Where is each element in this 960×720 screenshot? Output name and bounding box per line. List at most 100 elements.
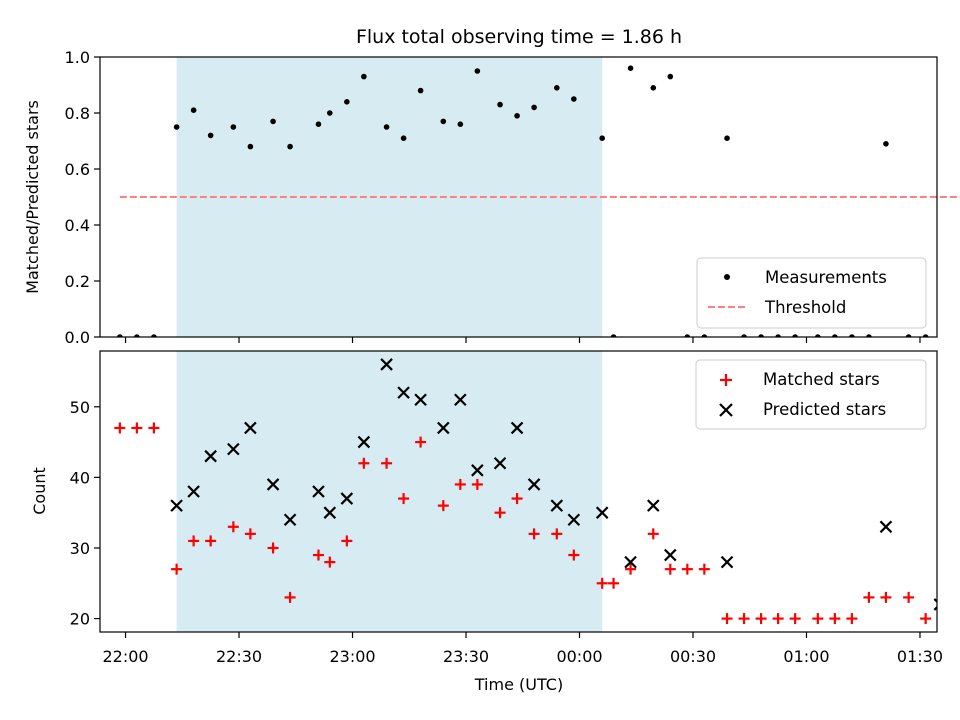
measurement-point [792,334,798,337]
predicted-star-point [414,393,427,406]
matched-star-point [284,591,296,603]
matched-star-point [131,422,143,434]
x-tick-label: 22:30 [216,647,262,666]
matched-star-point [267,542,279,554]
matched-star-point [415,436,427,448]
matched-star-point [772,613,784,625]
measurement-point [922,334,929,337]
matched-star-point [647,528,659,540]
measurement-point [832,334,838,337]
measurement-point [440,118,447,125]
matched-star-point [596,577,608,589]
ratio-y-tick-label: 0.4 [65,216,90,235]
matched-star-point [943,613,954,624]
ratio-legend-box [696,257,927,329]
measurement-point [650,85,657,91]
predicted-star-point [323,506,337,519]
matched-star-point [381,457,393,469]
measurement-point [775,334,781,337]
matched-star-point [437,500,449,512]
measurement-point [230,124,237,130]
x-tick-label: 01:30 [897,647,943,666]
observing-window-shade [176,351,603,632]
ratio-y-tick-label: 0.0 [65,328,90,347]
measurement-point [400,135,407,141]
matched-star-point [341,535,353,547]
predicted-star-point [510,421,524,435]
predicted-star-point [312,485,325,498]
predicted-star-point [567,513,581,527]
measurement-point [457,121,464,127]
matched-star-point [846,613,858,625]
predicted-star-point [646,499,660,512]
predicted-star-point [879,520,893,534]
predicted-star-point [595,506,609,519]
matched-star-point [358,457,370,469]
measurement-point [173,124,180,130]
measurement-point [207,132,214,139]
count-y-tick-label: 50 [70,398,90,417]
predicted-star-point [550,499,564,512]
matched-star-point [608,577,620,589]
ratio-panel-frame [99,56,938,338]
matched-star-point [721,613,733,625]
measurement-point [741,334,747,337]
ratio-legend: Measurements Threshold [696,257,927,329]
measurement-point [667,73,674,80]
predicted-legend-marker [719,403,733,417]
measurement-point [937,79,943,85]
matched-star-point [528,528,540,540]
predicted-star-point [380,358,393,371]
chart-title: Flux total observing time = 1.86 h [356,26,682,48]
count-panel-frame [99,350,938,633]
threshold-legend-label: Threshold [764,298,846,317]
predicted-star-point [471,464,484,477]
matched-star-point [698,563,710,575]
count-y-tick-label: 40 [70,468,90,487]
ratio-y-tick-label: 0.8 [65,104,90,123]
predicted-star-point [664,548,677,562]
matched-star-point [863,591,875,603]
matched-star-point [812,613,824,625]
predicted-star-point [227,442,240,456]
measurement-point [815,334,821,337]
matched-star-point [244,528,256,540]
ratio-y-tick-label: 0.6 [65,160,90,179]
matched-star-point [738,613,750,625]
count-panel: 20 30 40 50 22:00 22:30 23:00 23:30 00:00 00:30 0… [30,350,954,694]
measurement-point [627,65,634,71]
count-y-axis-label: Count [30,467,49,515]
x-tick-label: 22:00 [102,647,148,666]
measurement-point [190,107,197,113]
matched-star-point [681,563,693,575]
matched-star-point [664,563,676,575]
predicted-star-point [454,393,467,406]
measurement-point [554,85,560,91]
predicted-star-point [437,421,450,435]
predicted-star-point [397,386,410,399]
predicted-star-point [720,555,734,569]
matched-star-point [903,591,915,603]
matched-legend-label: Matched stars [763,370,880,389]
count-y-tick-label: 30 [70,539,90,558]
measurement-point [905,334,912,337]
measurement-point [684,334,691,337]
predicted-star-point [527,478,541,491]
predicted-star-point [357,435,371,449]
matched-star-point [205,535,217,547]
measurement-point [571,96,577,102]
predicted-star-point [624,555,637,569]
predicted-star-point [204,449,217,463]
measurement-point [247,143,254,150]
matched-star-point [494,507,506,519]
matched-star-point [829,613,841,625]
measurement-point [270,118,276,125]
matched-star-point [114,422,126,434]
predicted-star-point [283,513,297,527]
matched-star-point [398,493,410,505]
predicted-star-point [933,598,937,611]
measurements-legend-marker [724,274,730,280]
x-tick-label: 00:00 [556,647,602,666]
matched-star-point [511,493,523,505]
matched-star-point [755,613,767,625]
